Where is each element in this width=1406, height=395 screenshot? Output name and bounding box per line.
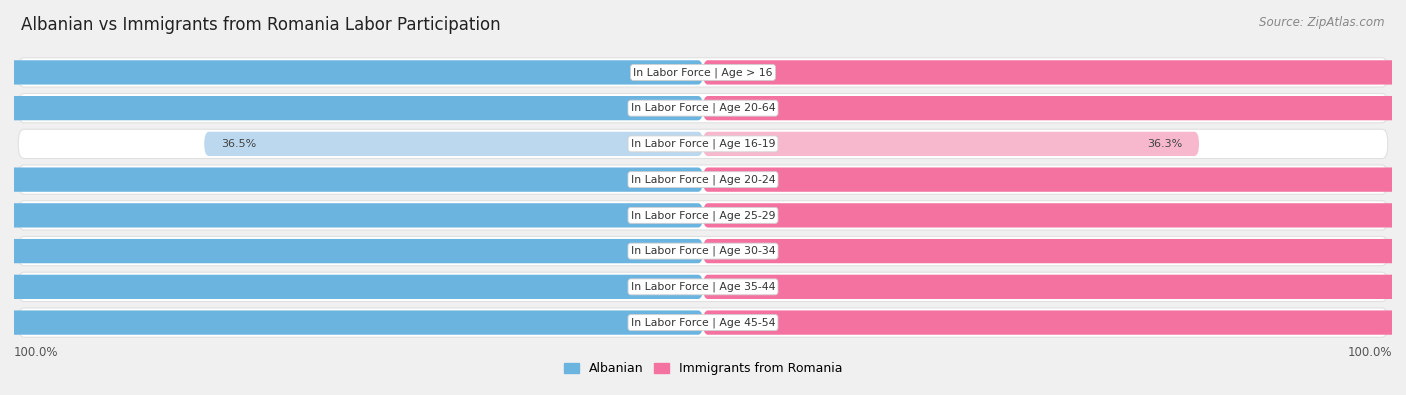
Text: In Labor Force | Age 45-54: In Labor Force | Age 45-54: [631, 317, 775, 328]
FancyBboxPatch shape: [0, 167, 703, 192]
Text: In Labor Force | Age 20-64: In Labor Force | Age 20-64: [631, 103, 775, 113]
Text: In Labor Force | Age 35-44: In Labor Force | Age 35-44: [631, 282, 775, 292]
FancyBboxPatch shape: [0, 239, 703, 263]
FancyBboxPatch shape: [18, 308, 1388, 337]
FancyBboxPatch shape: [18, 237, 1388, 266]
Text: 100.0%: 100.0%: [1347, 346, 1392, 359]
FancyBboxPatch shape: [703, 167, 1406, 192]
Text: In Labor Force | Age 20-24: In Labor Force | Age 20-24: [631, 174, 775, 185]
FancyBboxPatch shape: [703, 203, 1406, 228]
FancyBboxPatch shape: [18, 272, 1388, 301]
Text: Albanian vs Immigrants from Romania Labor Participation: Albanian vs Immigrants from Romania Labo…: [21, 16, 501, 34]
FancyBboxPatch shape: [703, 239, 1406, 263]
Text: In Labor Force | Age 25-29: In Labor Force | Age 25-29: [631, 210, 775, 221]
FancyBboxPatch shape: [0, 310, 703, 335]
Text: Source: ZipAtlas.com: Source: ZipAtlas.com: [1260, 16, 1385, 29]
FancyBboxPatch shape: [0, 60, 703, 85]
FancyBboxPatch shape: [18, 58, 1388, 87]
FancyBboxPatch shape: [703, 132, 1199, 156]
FancyBboxPatch shape: [0, 203, 703, 228]
Text: In Labor Force | Age > 16: In Labor Force | Age > 16: [633, 67, 773, 78]
FancyBboxPatch shape: [703, 275, 1406, 299]
FancyBboxPatch shape: [18, 165, 1388, 194]
FancyBboxPatch shape: [703, 60, 1406, 85]
Text: 100.0%: 100.0%: [14, 346, 59, 359]
FancyBboxPatch shape: [18, 201, 1388, 230]
Text: In Labor Force | Age 30-34: In Labor Force | Age 30-34: [631, 246, 775, 256]
FancyBboxPatch shape: [0, 275, 703, 299]
FancyBboxPatch shape: [703, 96, 1406, 120]
Text: In Labor Force | Age 16-19: In Labor Force | Age 16-19: [631, 139, 775, 149]
FancyBboxPatch shape: [0, 96, 703, 120]
FancyBboxPatch shape: [703, 310, 1406, 335]
FancyBboxPatch shape: [18, 94, 1388, 123]
FancyBboxPatch shape: [204, 132, 703, 156]
Text: 36.5%: 36.5%: [221, 139, 256, 149]
FancyBboxPatch shape: [18, 129, 1388, 158]
Legend: Albanian, Immigrants from Romania: Albanian, Immigrants from Romania: [560, 357, 846, 380]
Text: 36.3%: 36.3%: [1147, 139, 1182, 149]
